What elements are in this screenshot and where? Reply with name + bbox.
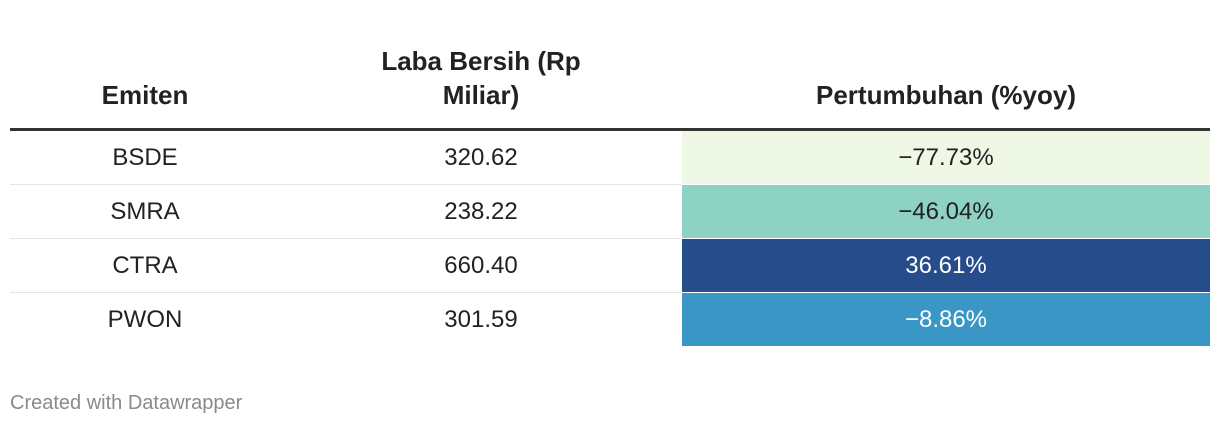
table-cell: CTRA xyxy=(10,238,280,293)
table-cell: 660.40 xyxy=(280,238,682,293)
table-body: BSDE 320.62 −77.73% SMRA 238.22 −46.04% CTRA 66… xyxy=(10,129,1210,347)
table-cell: BSDE xyxy=(10,129,280,185)
table-cell: SMRA xyxy=(10,184,280,239)
header-row: Emiten Laba Bersih (Rp Miliar) Pertumbuh… xyxy=(10,44,1210,131)
table-cell: −46.04% xyxy=(682,184,1210,239)
column-header: Emiten xyxy=(10,44,280,131)
table-cell: −8.86% xyxy=(682,292,1210,347)
table-row: SMRA 238.22 −46.04% xyxy=(10,184,1210,239)
data-table: Emiten Laba Bersih (Rp Miliar) Pertumbuh… xyxy=(10,44,1210,347)
column-header-text: Laba Bersih (Rp Miliar) xyxy=(381,46,581,110)
table-cell: 320.62 xyxy=(280,129,682,185)
table-cell: 238.22 xyxy=(280,184,682,239)
table-cell: 36.61% xyxy=(682,238,1210,293)
table-row: CTRA 660.40 36.61% xyxy=(10,238,1210,293)
column-header: Laba Bersih (Rp Miliar) xyxy=(280,44,682,131)
table-row: BSDE 320.62 −77.73% xyxy=(10,129,1210,185)
column-header: Pertumbuhan (%yoy) xyxy=(682,44,1210,131)
table-cell: 301.59 xyxy=(444,305,518,333)
table-cell: −77.73% xyxy=(682,129,1210,185)
table-row: PWON 301.59 −8.86% xyxy=(10,292,1210,347)
footer: Created with Datawrapper xyxy=(10,392,243,414)
table-cell: PWON xyxy=(107,305,183,333)
